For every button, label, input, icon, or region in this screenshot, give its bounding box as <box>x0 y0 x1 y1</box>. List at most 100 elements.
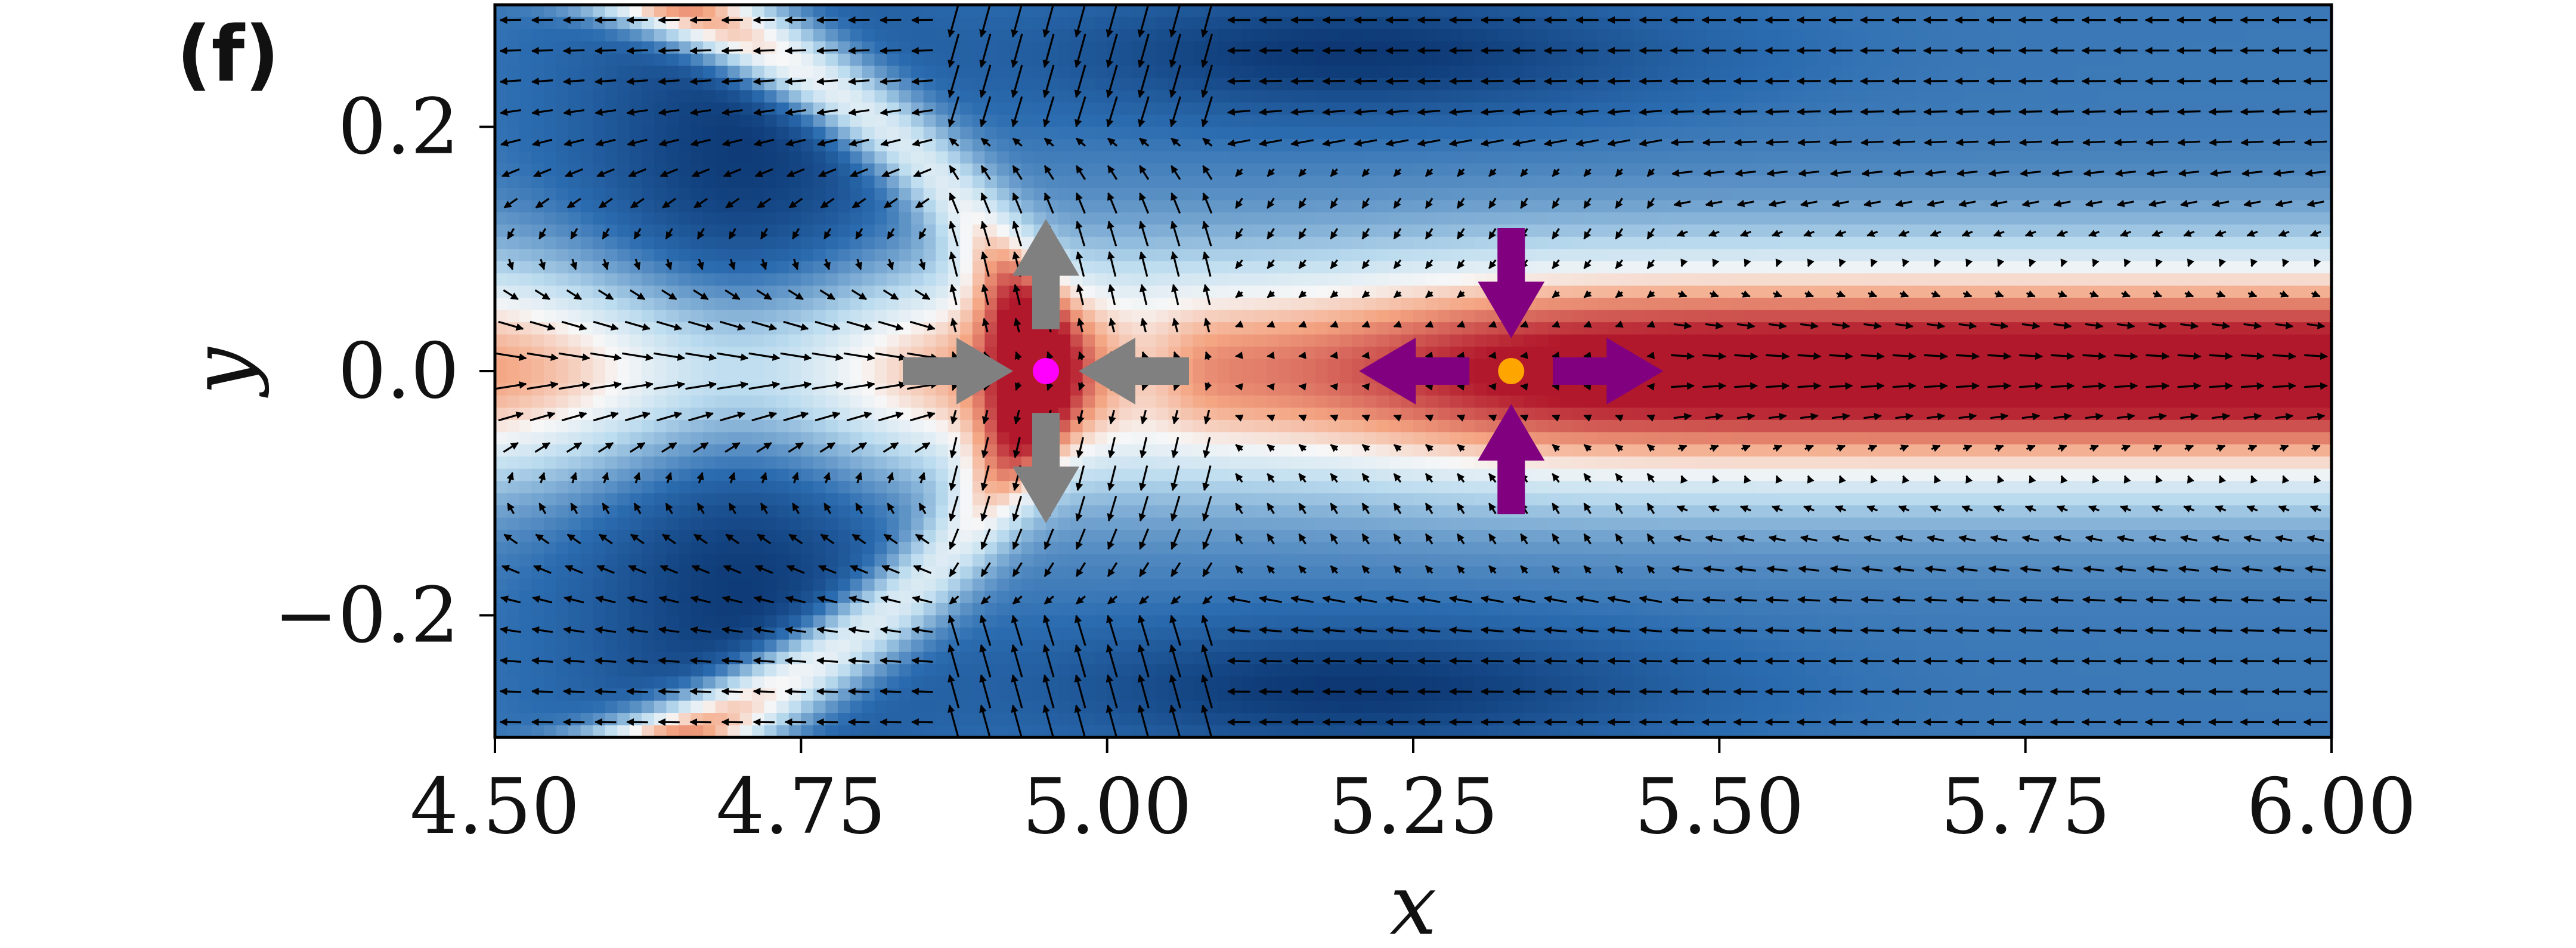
heatmap-cell <box>2123 151 2137 164</box>
heatmap-cell <box>1315 188 1329 201</box>
heatmap-cell <box>1327 90 1340 103</box>
heatmap-cell <box>2098 249 2112 262</box>
heatmap-cell <box>2306 139 2320 152</box>
heatmap-cell <box>1523 334 1537 347</box>
heatmap-cell <box>1144 273 1157 286</box>
heatmap-cell <box>2148 249 2161 262</box>
heatmap-cell <box>1009 273 1022 286</box>
heatmap-cell <box>1180 188 1194 201</box>
heatmap-cell <box>1033 17 1046 30</box>
heatmap-cell <box>568 126 581 140</box>
heatmap-cell <box>666 371 679 384</box>
heatmap-cell <box>629 5 643 18</box>
heatmap-cell <box>1768 236 1781 250</box>
heatmap-cell <box>2049 115 2063 128</box>
heatmap-cell <box>703 90 716 103</box>
heatmap-cell <box>1339 334 1353 347</box>
heatmap-cell <box>1511 175 1524 189</box>
heatmap-cell <box>1989 90 2002 103</box>
heatmap-cell <box>2295 285 2308 298</box>
heatmap-cell <box>1364 53 1377 67</box>
heatmap-cell <box>2062 236 2075 250</box>
heatmap-cell <box>1033 5 1046 18</box>
heatmap-cell <box>1805 347 1818 360</box>
heatmap-cell <box>801 66 814 79</box>
heatmap-cell <box>1866 78 1880 91</box>
heatmap-cell <box>887 310 900 323</box>
heatmap-cell <box>2111 188 2124 201</box>
heatmap-cell <box>1976 200 1989 213</box>
heatmap-cell <box>544 188 557 201</box>
heatmap-cell <box>788 298 802 311</box>
heatmap-cell <box>813 29 826 42</box>
heatmap-cell <box>825 115 838 128</box>
heatmap-cell <box>1817 322 1830 335</box>
heatmap-cell <box>1829 249 1843 262</box>
heatmap-cell <box>1193 200 1206 213</box>
heatmap-cell <box>531 359 544 372</box>
heatmap-cell <box>1646 212 1659 226</box>
heatmap-cell <box>1939 5 1953 18</box>
heatmap-cell <box>1462 126 1475 140</box>
heatmap-cell <box>1352 200 1365 213</box>
heatmap-cell <box>813 115 826 128</box>
heatmap-cell <box>1082 17 1095 30</box>
heatmap-cell <box>1241 371 1255 384</box>
heatmap-cell <box>2209 347 2222 360</box>
heatmap-cell <box>1670 212 1683 226</box>
heatmap-cell <box>1755 17 1769 30</box>
heatmap-cell <box>642 139 655 152</box>
heatmap-cell <box>1339 29 1353 42</box>
heatmap-cell <box>850 188 863 201</box>
heatmap-cell <box>715 236 728 250</box>
heatmap-cell <box>2319 224 2332 237</box>
heatmap-cell <box>1339 115 1353 128</box>
heatmap-cell <box>1462 249 1475 262</box>
heatmap-cell <box>776 224 789 237</box>
heatmap-cell <box>1131 41 1145 54</box>
heatmap-cell <box>1241 383 1255 396</box>
heatmap-cell <box>666 53 679 67</box>
heatmap-cell <box>1621 29 1634 42</box>
heatmap-cell <box>1989 139 2002 152</box>
heatmap-cell <box>2013 347 2026 360</box>
heatmap-cell <box>1021 359 1035 372</box>
heatmap-cell <box>1768 212 1781 226</box>
heatmap-cell <box>1009 395 1022 409</box>
heatmap-cell <box>1474 395 1487 409</box>
heatmap-cell <box>1682 261 1696 274</box>
heatmap-cell <box>1854 359 1867 372</box>
heatmap-cell <box>1278 395 1292 409</box>
heatmap-cell <box>923 188 936 201</box>
heatmap-cell <box>544 53 557 67</box>
heatmap-cell <box>1817 126 1830 140</box>
heatmap-cell <box>1560 273 1573 286</box>
heatmap-cell <box>1927 261 1940 274</box>
heatmap-cell <box>825 285 838 298</box>
heatmap-cell <box>1695 139 1708 152</box>
heatmap-cell <box>1156 249 1169 262</box>
heatmap-cell <box>629 17 643 30</box>
heatmap-cell <box>825 151 838 164</box>
heatmap-cell <box>1303 347 1316 360</box>
heatmap-cell <box>2074 126 2088 140</box>
heatmap-cell <box>776 285 789 298</box>
heatmap-cell <box>629 261 643 274</box>
heatmap-cell <box>936 126 949 140</box>
heatmap-cell <box>1511 395 1524 409</box>
heatmap-cell <box>642 261 655 274</box>
heatmap-cell <box>1095 249 1108 262</box>
heatmap-cell <box>1719 41 1732 54</box>
heatmap-cell <box>936 5 949 18</box>
heatmap-cell <box>1474 347 1487 360</box>
heatmap-cell <box>1009 126 1022 140</box>
heatmap-cell <box>1535 200 1549 213</box>
heatmap-cell <box>1180 139 1194 152</box>
heatmap-cell <box>2306 334 2320 347</box>
heatmap-cell <box>2160 53 2173 67</box>
heatmap-cell <box>1682 151 1696 164</box>
heatmap-cell <box>936 285 949 298</box>
heatmap-cell <box>1670 151 1683 164</box>
heatmap-cell <box>2111 151 2124 164</box>
heatmap-cell <box>1303 359 1316 372</box>
